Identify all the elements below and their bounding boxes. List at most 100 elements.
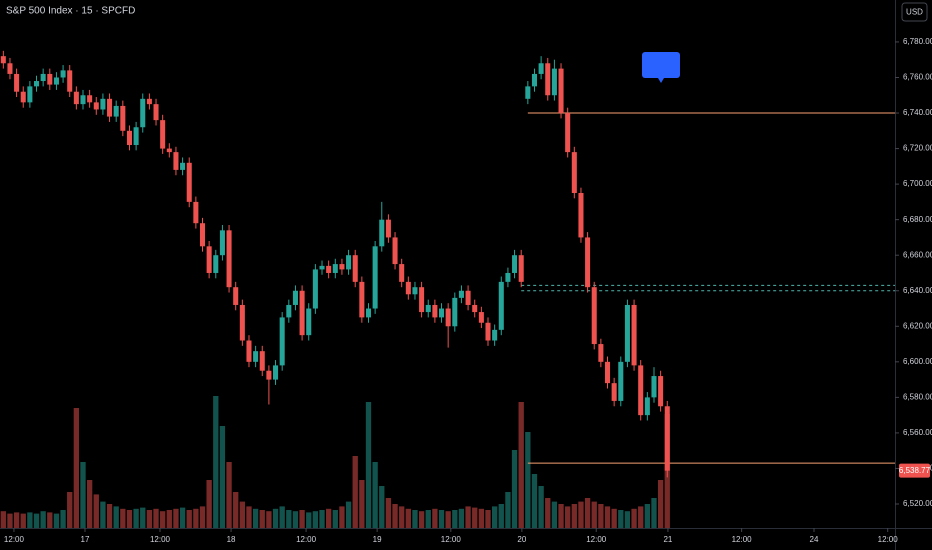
candle-body (538, 63, 544, 74)
tooltip-pointer (658, 78, 664, 83)
volume-bar (286, 510, 292, 528)
volume-bar (266, 511, 272, 528)
volume-bar (47, 512, 53, 528)
candle-body (153, 104, 159, 121)
volume-bar (379, 486, 385, 528)
volume-bar (418, 511, 425, 528)
volume-bar (166, 510, 172, 528)
candle-body (120, 105, 126, 131)
candle-body (299, 290, 305, 336)
candle-body (372, 246, 378, 309)
candle-body (365, 308, 372, 318)
volume-bar (365, 402, 372, 528)
candle-body (312, 269, 318, 309)
candle-body (558, 68, 564, 114)
volume-bar (106, 504, 113, 528)
volume-bar (93, 494, 99, 528)
candle-body (419, 287, 425, 313)
volume-bar (67, 492, 73, 528)
volume-bar (146, 510, 153, 528)
volume-bar (7, 513, 13, 528)
x-tick-label: 12:00 (296, 535, 317, 544)
candle-body (186, 162, 192, 202)
x-tick-label: 21 (663, 535, 672, 544)
candle-body (571, 152, 577, 194)
candle-body (545, 63, 551, 96)
candle-body (465, 290, 471, 305)
candle-body (0, 56, 6, 64)
candle-body (213, 255, 219, 273)
volume-bar (193, 508, 199, 528)
x-tick-label: 17 (81, 535, 90, 544)
volume-bar (199, 506, 206, 528)
candle-body (27, 86, 33, 103)
volume-bar (126, 510, 133, 528)
candle-body (379, 219, 385, 247)
volume-bar (272, 508, 279, 528)
volume-bar (511, 450, 518, 528)
candle-body (47, 73, 53, 85)
volume-bar (445, 511, 451, 528)
candle-body (87, 95, 93, 103)
volume-bar (332, 510, 338, 528)
candle-body (20, 91, 26, 103)
candle-body (166, 148, 172, 153)
last-price-box (899, 463, 930, 478)
volume-bar (392, 504, 398, 528)
volume-bar (598, 504, 604, 528)
y-tick-label: 6,640.00 (903, 286, 932, 295)
candle-body (591, 287, 597, 345)
volume-bar (458, 508, 465, 528)
volume-bar (584, 498, 591, 528)
candle-body (624, 304, 630, 362)
candle-body (618, 361, 624, 401)
candle-body (306, 308, 312, 336)
candle-body (14, 73, 20, 92)
candle-body (664, 406, 670, 471)
x-tick-label: 24 (810, 535, 819, 544)
volume-bar (345, 501, 352, 528)
volume-bar (505, 492, 511, 528)
volume-bar (491, 506, 498, 528)
volume-bar (538, 486, 544, 528)
volume-bar (644, 504, 651, 528)
candle-body (346, 255, 352, 270)
y-tick-label: 6,760.00 (903, 73, 932, 82)
chart-title: S&P 500 Index · 15 · SPCFD (6, 6, 135, 17)
volume-bar (618, 510, 624, 528)
candle-body (332, 264, 338, 273)
candle-body (518, 255, 524, 282)
volume-bar (399, 506, 405, 528)
x-tick-label: 20 (517, 535, 526, 544)
candle-body (146, 98, 152, 105)
currency-button[interactable] (901, 2, 928, 22)
candle-body (246, 340, 252, 362)
volume-bar (13, 512, 20, 528)
y-tick-label: 6,560.00 (903, 428, 932, 437)
candle-body (472, 304, 478, 313)
x-tick-label: 12:00 (4, 535, 25, 544)
volume-bar (485, 510, 491, 528)
volume-bar (412, 510, 418, 528)
candle-body (279, 317, 285, 366)
candle-body (193, 201, 199, 224)
candle-body (133, 127, 139, 146)
candle-body (73, 91, 79, 105)
volume-bar (80, 462, 86, 528)
candle-body (492, 329, 498, 341)
volume-bar (292, 511, 299, 528)
y-tick-label: 6,700.00 (903, 179, 932, 188)
volume-bar (478, 508, 485, 528)
candle-body (458, 290, 464, 298)
volume-bar (432, 508, 438, 528)
candle-body (352, 255, 358, 282)
x-tick-label: 18 (227, 535, 236, 544)
candle-body (498, 281, 504, 330)
volume-bar (100, 501, 106, 528)
volume-bar (206, 480, 212, 528)
volume-bar (359, 480, 365, 528)
y-tick-label: 6,680.00 (903, 215, 932, 224)
candle-body (551, 68, 557, 96)
volume-bar (173, 508, 179, 528)
candle-body (585, 237, 591, 288)
